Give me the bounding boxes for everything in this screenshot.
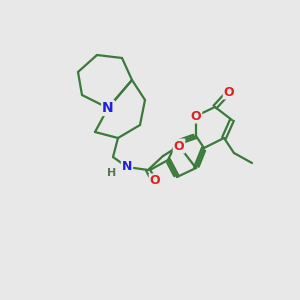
Text: O: O <box>224 85 234 98</box>
Text: O: O <box>150 175 160 188</box>
Text: O: O <box>174 140 184 152</box>
Text: H: H <box>107 168 117 178</box>
Text: N: N <box>102 101 114 115</box>
Text: O: O <box>191 110 201 122</box>
Text: N: N <box>122 160 132 173</box>
